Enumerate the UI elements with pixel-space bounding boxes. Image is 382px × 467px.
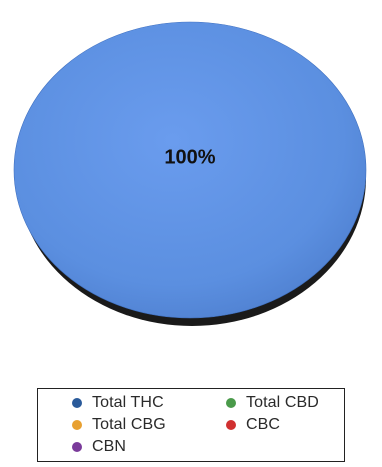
pie-chart: 100% <box>13 21 367 326</box>
pie-slice-total-thc <box>13 21 367 319</box>
legend-item-cbc: CBC <box>226 415 280 435</box>
legend-swatch <box>72 420 82 430</box>
legend-label: CBC <box>246 416 281 433</box>
legend-swatch <box>226 398 236 408</box>
legend-label: Total THC <box>92 394 164 411</box>
chart-legend: Total THC Total CBD Total CBG CBC CBN <box>37 388 345 462</box>
legend-swatch <box>226 420 236 430</box>
legend-item-cbn: CBN <box>72 437 126 457</box>
slice-data-label: 100% <box>164 146 215 168</box>
legend-item-total-thc: Total THC <box>72 393 164 413</box>
legend-swatch <box>72 398 82 408</box>
legend-label: Total CBG <box>92 416 166 433</box>
legend-item-total-cbd: Total CBD <box>226 393 319 413</box>
legend-item-total-cbg: Total CBG <box>72 415 166 435</box>
legend-swatch <box>72 442 82 452</box>
legend-label: Total CBD <box>246 394 319 411</box>
legend-label: CBN <box>92 438 127 455</box>
